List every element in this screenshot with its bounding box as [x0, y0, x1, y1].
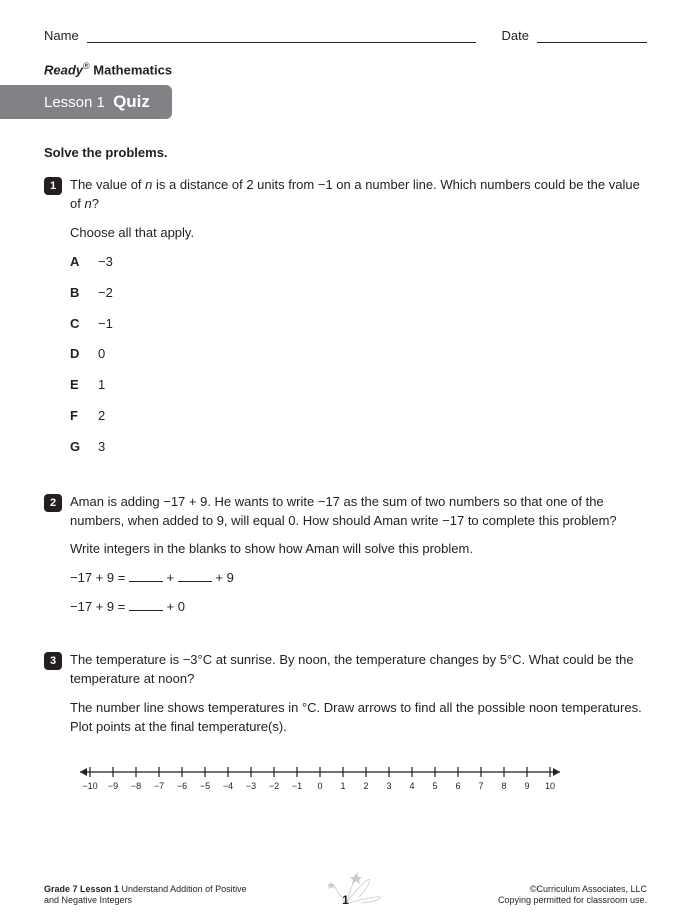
problem-text: Aman is adding −17 + 9. He wants to writ…: [70, 493, 647, 531]
svg-text:−3: −3: [246, 781, 256, 791]
number-line-svg: −10−9−8−7−6−5−4−3−2−1012345678910: [70, 758, 570, 802]
fill-blank[interactable]: [129, 599, 163, 611]
problem-2: 2 Aman is adding −17 + 9. He wants to wr…: [44, 493, 647, 627]
choice-value: 3: [98, 438, 105, 457]
svg-text:0: 0: [317, 781, 322, 791]
problem-subtext: The number line shows temperatures in °C…: [70, 699, 647, 737]
lesson-tab-wrap: Lesson 1 Quiz: [0, 85, 647, 119]
choice-row[interactable]: C−1: [70, 315, 647, 334]
svg-text:−1: −1: [292, 781, 302, 791]
svg-text:2: 2: [363, 781, 368, 791]
choice-value: −2: [98, 284, 113, 303]
choice-row[interactable]: F2: [70, 407, 647, 426]
date-label: Date: [502, 28, 529, 43]
problem-number-badge: 2: [44, 494, 62, 512]
choice-value: 1: [98, 376, 105, 395]
footer-left: Grade 7 Lesson 1 Understand Addition of …: [44, 884, 264, 907]
name-label: Name: [44, 28, 79, 43]
choice-row[interactable]: B−2: [70, 284, 647, 303]
choice-letter: F: [70, 407, 98, 426]
choice-row[interactable]: E1: [70, 376, 647, 395]
svg-text:6: 6: [455, 781, 460, 791]
brand-ready: Ready: [44, 62, 83, 77]
problem-subtext: Write integers in the blanks to show how…: [70, 540, 647, 559]
choice-row[interactable]: G3: [70, 438, 647, 457]
fill-blank[interactable]: [178, 570, 212, 582]
name-blank-line[interactable]: [87, 29, 476, 43]
number-line: −10−9−8−7−6−5−4−3−2−1012345678910: [70, 758, 647, 808]
svg-text:8: 8: [501, 781, 506, 791]
choice-row[interactable]: A−3: [70, 253, 647, 272]
problem-body: The temperature is −3°C at sunrise. By n…: [70, 651, 647, 808]
problem-number-badge: 3: [44, 652, 62, 670]
date-blank-line[interactable]: [537, 29, 647, 43]
svg-text:−5: −5: [200, 781, 210, 791]
svg-text:−7: −7: [154, 781, 164, 791]
svg-text:10: 10: [545, 781, 555, 791]
worksheet-page: Name Date Ready® Mathematics Lesson 1 Qu…: [0, 0, 691, 808]
footer-right: ©Curriculum Associates, LLC Copying perm…: [498, 884, 647, 907]
problem-number-badge: 1: [44, 177, 62, 195]
svg-text:−10: −10: [82, 781, 97, 791]
svg-text:−6: −6: [177, 781, 187, 791]
choice-row[interactable]: D0: [70, 345, 647, 364]
svg-text:5: 5: [432, 781, 437, 791]
problem-subtext: Choose all that apply.: [70, 224, 647, 243]
page-footer: Grade 7 Lesson 1 Understand Addition of …: [0, 884, 691, 907]
fill-blank[interactable]: [129, 570, 163, 582]
choice-letter: G: [70, 438, 98, 457]
brand-reg: ®: [83, 61, 90, 71]
svg-text:1: 1: [340, 781, 345, 791]
problem-body: The value of n is a distance of 2 units …: [70, 176, 647, 468]
svg-text:9: 9: [524, 781, 529, 791]
brand-subject: Mathematics: [93, 62, 172, 77]
brand-line: Ready® Mathematics: [44, 61, 647, 77]
choice-list: A−3B−2C−1D0E1F2G3: [70, 253, 647, 457]
problem-3: 3 The temperature is −3°C at sunrise. By…: [44, 651, 647, 808]
choice-letter: E: [70, 376, 98, 395]
svg-text:−8: −8: [131, 781, 141, 791]
lesson-number: Lesson 1: [44, 94, 105, 111]
footer-center: 1: [301, 869, 391, 907]
equation-line-2: −17 + 9 = + 0: [70, 598, 647, 617]
choice-value: −1: [98, 315, 113, 334]
choice-letter: C: [70, 315, 98, 334]
svg-text:7: 7: [478, 781, 483, 791]
svg-text:−4: −4: [223, 781, 233, 791]
instruction: Solve the problems.: [44, 145, 647, 160]
equation-line-1: −17 + 9 = + + 9: [70, 569, 647, 588]
name-date-row: Name Date: [44, 28, 647, 43]
lesson-tab: Lesson 1 Quiz: [0, 85, 172, 119]
svg-text:−2: −2: [269, 781, 279, 791]
svg-text:−9: −9: [108, 781, 118, 791]
choice-value: 2: [98, 407, 105, 426]
choice-letter: B: [70, 284, 98, 303]
problem-body: Aman is adding −17 + 9. He wants to writ…: [70, 493, 647, 627]
choice-value: −3: [98, 253, 113, 272]
choice-letter: D: [70, 345, 98, 364]
problem-text: The value of n is a distance of 2 units …: [70, 176, 647, 214]
choice-value: 0: [98, 345, 105, 364]
lesson-title: Quiz: [113, 92, 150, 111]
problem-1: 1 The value of n is a distance of 2 unit…: [44, 176, 647, 468]
problem-text: The temperature is −3°C at sunrise. By n…: [70, 651, 647, 689]
svg-text:4: 4: [409, 781, 414, 791]
choice-letter: A: [70, 253, 98, 272]
svg-text:3: 3: [386, 781, 391, 791]
